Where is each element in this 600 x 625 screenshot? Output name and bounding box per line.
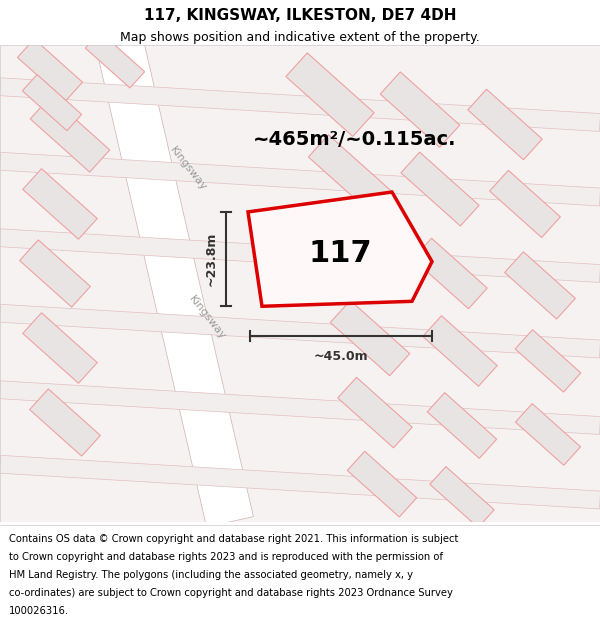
Polygon shape — [0, 78, 600, 131]
Polygon shape — [97, 39, 253, 528]
Polygon shape — [490, 171, 560, 238]
Polygon shape — [29, 389, 100, 456]
Polygon shape — [0, 229, 600, 282]
Text: 100026316.: 100026316. — [9, 606, 69, 616]
Polygon shape — [0, 304, 600, 358]
Polygon shape — [423, 316, 497, 386]
Text: Kingsway: Kingsway — [168, 145, 208, 193]
Polygon shape — [248, 192, 432, 306]
Polygon shape — [23, 312, 97, 383]
Polygon shape — [515, 404, 581, 465]
Polygon shape — [0, 456, 600, 509]
Polygon shape — [401, 152, 479, 226]
Polygon shape — [338, 378, 412, 448]
Polygon shape — [347, 451, 417, 517]
Text: co-ordinates) are subject to Crown copyright and database rights 2023 Ordnance S: co-ordinates) are subject to Crown copyr… — [9, 588, 453, 598]
Text: 117, KINGSWAY, ILKESTON, DE7 4DH: 117, KINGSWAY, ILKESTON, DE7 4DH — [144, 8, 456, 23]
Text: ~23.8m: ~23.8m — [205, 232, 218, 286]
Polygon shape — [427, 392, 497, 458]
Polygon shape — [23, 169, 97, 239]
Polygon shape — [515, 330, 581, 392]
Text: to Crown copyright and database rights 2023 and is reproduced with the permissio: to Crown copyright and database rights 2… — [9, 552, 443, 562]
Polygon shape — [85, 32, 145, 88]
Polygon shape — [468, 89, 542, 160]
Polygon shape — [286, 53, 374, 136]
Polygon shape — [0, 381, 600, 434]
Polygon shape — [505, 252, 575, 319]
Polygon shape — [308, 135, 392, 214]
Text: Kingsway: Kingsway — [187, 294, 227, 342]
Text: HM Land Registry. The polygons (including the associated geometry, namely x, y: HM Land Registry. The polygons (includin… — [9, 571, 413, 581]
Polygon shape — [413, 238, 487, 309]
Polygon shape — [22, 74, 82, 131]
Polygon shape — [330, 301, 410, 376]
Polygon shape — [320, 221, 400, 296]
Text: Map shows position and indicative extent of the property.: Map shows position and indicative extent… — [120, 31, 480, 44]
Text: Contains OS data © Crown copyright and database right 2021. This information is : Contains OS data © Crown copyright and d… — [9, 534, 458, 544]
Polygon shape — [17, 39, 83, 101]
Text: ~465m²/~0.115ac.: ~465m²/~0.115ac. — [253, 130, 457, 149]
Polygon shape — [20, 240, 91, 307]
Polygon shape — [380, 72, 460, 148]
Text: 117: 117 — [308, 239, 372, 268]
Polygon shape — [430, 467, 494, 528]
Polygon shape — [0, 152, 600, 206]
Polygon shape — [30, 97, 110, 172]
Text: ~45.0m: ~45.0m — [314, 350, 368, 363]
